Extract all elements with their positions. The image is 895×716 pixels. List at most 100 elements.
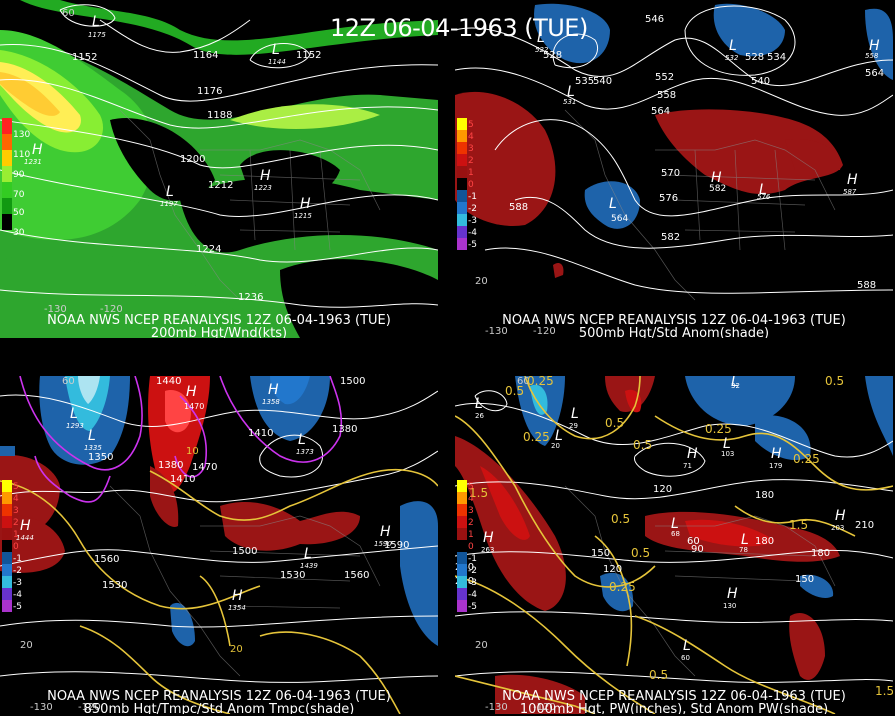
contour-label: 570 [661, 168, 681, 179]
legend-label: 4 [468, 494, 474, 504]
pw-label: 0.5 [649, 668, 669, 682]
legend-label: 0 [468, 542, 474, 552]
center-value: 1197 [160, 200, 178, 208]
legend-label: -5 [13, 602, 22, 612]
contour-label: 1530 [280, 570, 306, 581]
contour-label: 1440 [156, 376, 182, 387]
legend-label: 3 [13, 506, 19, 516]
contour-label: 1590 [384, 540, 410, 551]
contour-label: 210 [855, 520, 875, 531]
contour-label: 1152 [296, 50, 322, 61]
legend-label: 4 [13, 494, 19, 504]
panel-subcaption: 200mb Hgt/Wnd(kts) [150, 326, 288, 339]
pw-label: 0.5 [505, 384, 525, 398]
center-value: 1439 [300, 562, 318, 570]
pw-label: 0.25 [705, 422, 732, 436]
legend-label: -1 [13, 554, 22, 564]
map-200mb [0, 0, 438, 338]
contour-label: 558 [657, 90, 677, 101]
lat-label: 20 [475, 276, 488, 287]
color-legend: 130 110 90 70 50 30 [2, 118, 30, 238]
low-center: L [92, 14, 100, 30]
contour-label: 552 [655, 72, 675, 83]
panel-subcaption: 1000mb Hgt, PW(inches), Std Anom PW(shad… [519, 702, 829, 715]
legend-label: 30 [13, 228, 25, 238]
high-center: H [268, 382, 279, 398]
high-center: H [186, 384, 197, 400]
center-value: 263 [481, 546, 495, 554]
contour-label: 180 [755, 536, 775, 547]
center-value: 576 [757, 193, 771, 201]
center-value: 1470 [184, 402, 205, 411]
pw-label: 0.25 [793, 452, 820, 466]
legend-label: 3 [468, 506, 474, 516]
legend-label: 1 [13, 530, 19, 540]
low-center: L [571, 406, 579, 422]
pw-label: 0.25 [609, 580, 636, 594]
legend-label: -2 [13, 566, 22, 576]
legend-label: 110 [13, 150, 31, 160]
center-value: 68 [671, 530, 680, 538]
high-center: H [771, 446, 782, 462]
lat-label: 60 [62, 8, 75, 19]
center-value: 1215 [294, 212, 312, 220]
contour-label: 1500 [232, 546, 258, 557]
legend-label: 0 [468, 180, 474, 190]
center-value: 203 [831, 524, 845, 532]
legend-label: -4 [13, 590, 22, 600]
contour-label: 1560 [344, 570, 370, 581]
low-center: L [609, 196, 617, 212]
legend-label: 2 [468, 518, 474, 528]
center-value: 29 [569, 422, 578, 430]
legend-label: 90 [13, 170, 25, 180]
contour-label: 120 [603, 564, 623, 575]
contour-label: 1200 [180, 154, 206, 165]
center-value: 1358 [262, 398, 280, 406]
pw-label: 0.25 [527, 376, 554, 388]
pw-label: 0.5 [631, 546, 651, 560]
low-center: L [741, 532, 749, 548]
center-value: 587 [843, 188, 857, 196]
lat-label: 20 [20, 640, 33, 651]
center-value: 1354 [228, 604, 246, 612]
contour-label: 564 [651, 106, 671, 117]
low-center: H [869, 38, 880, 54]
legend-label: -3 [468, 578, 477, 588]
panel-caption: NOAA NWS NCEP REANALYSIS 12Z 06-04-1963 … [502, 313, 846, 328]
map-500mb [455, 3, 893, 301]
legend-label: -3 [468, 216, 477, 226]
high-center: H [232, 588, 243, 604]
contour-label: 1236 [238, 292, 264, 303]
lon-label: -120 [533, 326, 556, 337]
pw-label: 0.5 [611, 512, 631, 526]
legend-label: 3 [468, 144, 474, 154]
pw-label: 1.5 [469, 486, 489, 500]
contour-label: 120 [653, 484, 673, 495]
contour-label: 576 [659, 193, 679, 204]
contour-label: 1224 [196, 244, 222, 255]
legend-label: 50 [13, 208, 25, 218]
color-legend: 5 4 3 2 1 0 -1 -2 -3 -4 -5 [2, 480, 22, 612]
contour-label: 180 [755, 490, 775, 501]
low-center: L [272, 42, 280, 58]
contour-label: 528 [745, 52, 765, 63]
pw-label: 0.5 [825, 376, 845, 388]
panel-850mb: 60 20 -130 -120 1440 1500 1350 1380 1410… [0, 376, 438, 714]
contour-label: 540 [751, 76, 771, 87]
center-value: 1144 [268, 58, 286, 66]
legend-label: -2 [468, 204, 477, 214]
contour-label: 1410 [170, 474, 196, 485]
panel-200mb: 60 -130 -120 1152 1164 1152 1176 1188 12… [0, 0, 438, 338]
center-value: 522 [535, 46, 549, 54]
center-value: 179 [769, 462, 783, 470]
high-center: H [835, 508, 846, 524]
legend-label: 130 [13, 130, 31, 140]
lon-label: -120 [533, 702, 556, 713]
contour-label: 1470 [192, 462, 218, 473]
lon-label: -130 [485, 326, 508, 337]
high-center: H [380, 524, 391, 540]
center-value: 1231 [24, 158, 42, 166]
center-value: 78 [739, 546, 748, 554]
contour-label: 1164 [193, 50, 219, 61]
low-center: L [555, 428, 563, 444]
